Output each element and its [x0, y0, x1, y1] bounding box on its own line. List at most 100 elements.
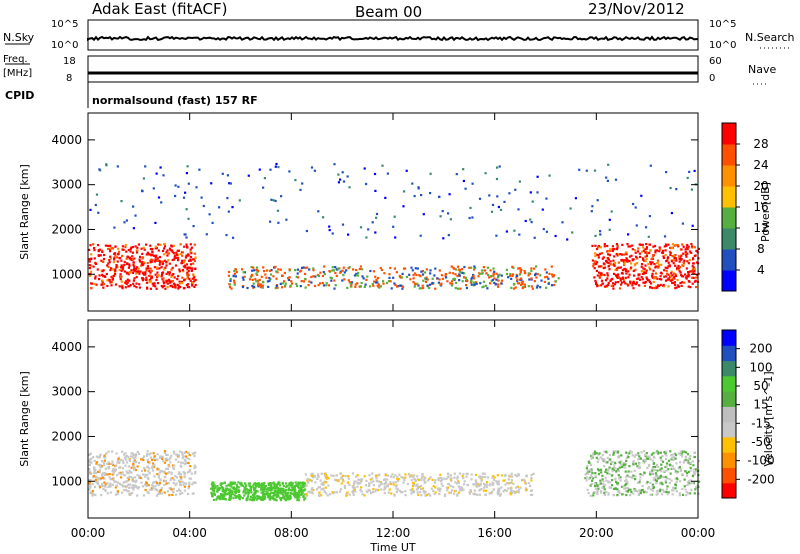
data-cell — [419, 491, 422, 494]
data-cell — [619, 279, 622, 282]
data-cell — [626, 259, 629, 262]
data-cell — [416, 485, 419, 488]
data-cell — [341, 279, 344, 282]
data-cell — [144, 271, 147, 274]
data-cell — [609, 462, 613, 466]
data-cell — [513, 282, 516, 285]
data-cell — [594, 475, 597, 478]
data-cell — [651, 257, 654, 260]
data-cell — [607, 493, 610, 496]
data-cell — [135, 479, 138, 482]
data-cell — [117, 250, 121, 253]
data-cell — [674, 274, 678, 277]
data-cell — [391, 473, 394, 476]
data-cell — [277, 166, 280, 169]
data-cell — [254, 278, 257, 281]
data-cell — [375, 488, 378, 491]
data-cell — [371, 477, 374, 480]
data-cell — [615, 248, 619, 251]
data-cell — [116, 256, 119, 259]
data-cell — [663, 269, 666, 272]
data-cell — [621, 277, 624, 280]
data-cell — [270, 491, 273, 494]
data-cell — [251, 269, 254, 272]
data-cell — [88, 260, 91, 263]
data-cell — [672, 456, 675, 459]
data-cell — [657, 451, 660, 454]
data-cell — [692, 266, 695, 269]
data-cell — [157, 274, 160, 277]
data-cell — [264, 496, 267, 499]
data-cell — [274, 287, 277, 290]
data-cell — [107, 244, 110, 247]
data-cell — [394, 236, 397, 239]
data-cell — [124, 281, 127, 284]
data-cell — [192, 274, 195, 277]
data-cell — [664, 476, 667, 479]
data-cell — [281, 282, 284, 285]
data-cell — [618, 454, 621, 457]
data-cell — [130, 486, 133, 489]
data-cell — [191, 483, 194, 486]
data-cell — [93, 249, 96, 252]
data-cell — [548, 174, 551, 177]
data-cell — [589, 463, 592, 467]
data-cell — [687, 470, 690, 473]
data-cell — [133, 457, 136, 460]
data-cell — [133, 277, 136, 280]
data-cell — [525, 488, 528, 491]
data-cell — [623, 262, 626, 265]
data-cell — [153, 459, 156, 462]
data-cell — [597, 484, 600, 487]
data-cell — [109, 255, 112, 258]
data-cell — [159, 492, 162, 495]
data-cell — [339, 488, 343, 491]
data-cell — [521, 280, 525, 283]
data-cell — [374, 475, 378, 478]
data-cell — [601, 454, 604, 457]
data-cell — [160, 492, 163, 495]
data-cell — [456, 265, 460, 268]
nave-tick-top: 60 — [709, 56, 722, 67]
data-cell — [492, 274, 495, 277]
data-cell — [498, 165, 501, 168]
data-cell — [670, 260, 673, 263]
data-cell — [508, 482, 511, 485]
data-cell — [635, 490, 639, 493]
data-cell — [656, 259, 660, 262]
data-cell — [616, 268, 619, 272]
data-cell — [168, 280, 171, 283]
data-cell — [594, 260, 597, 263]
data-cell — [630, 491, 633, 494]
data-cell — [129, 250, 132, 253]
data-cell — [127, 478, 130, 481]
data-cell — [442, 237, 445, 240]
data-cell — [181, 453, 184, 456]
data-cell — [693, 254, 696, 258]
data-cell — [449, 282, 452, 285]
colorbar-tick-label: -200 — [747, 472, 774, 486]
data-cell — [431, 277, 434, 280]
data-cell — [554, 280, 557, 283]
data-cell — [144, 475, 147, 478]
data-cell — [625, 272, 628, 275]
data-cell — [678, 492, 681, 495]
data-cell — [345, 494, 348, 497]
data-cell — [276, 286, 279, 289]
data-cell — [668, 265, 671, 268]
data-cell — [669, 278, 672, 281]
data-cell — [530, 473, 533, 477]
data-cell — [671, 281, 674, 284]
data-cell — [463, 272, 466, 275]
data-cell — [427, 479, 430, 482]
data-cell — [360, 281, 363, 285]
data-cell — [265, 276, 268, 279]
data-cell — [644, 248, 647, 251]
data-cell — [600, 279, 604, 282]
data-cell — [300, 280, 303, 283]
data-cell — [358, 478, 361, 481]
data-cell — [406, 482, 410, 486]
data-cell — [679, 281, 682, 285]
data-cell — [213, 492, 216, 495]
data-cell — [314, 481, 317, 484]
